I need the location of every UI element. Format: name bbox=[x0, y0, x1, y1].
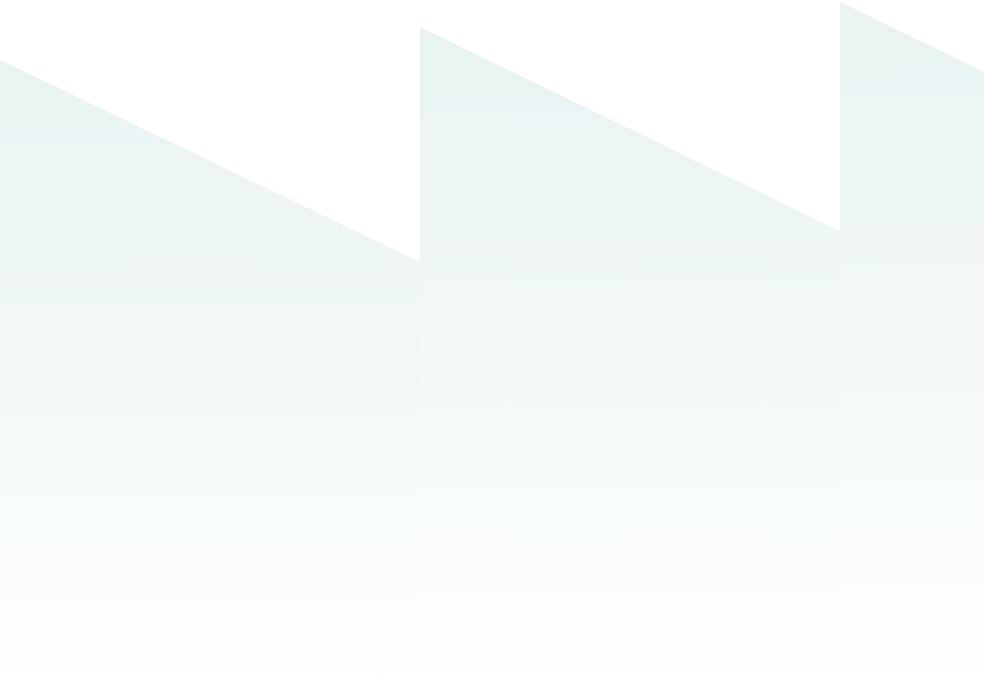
sawtooth-triangle-middle bbox=[420, 27, 840, 696]
sawtooth-triangle-left bbox=[0, 60, 420, 696]
sawtooth-triangle-right bbox=[840, 2, 984, 696]
